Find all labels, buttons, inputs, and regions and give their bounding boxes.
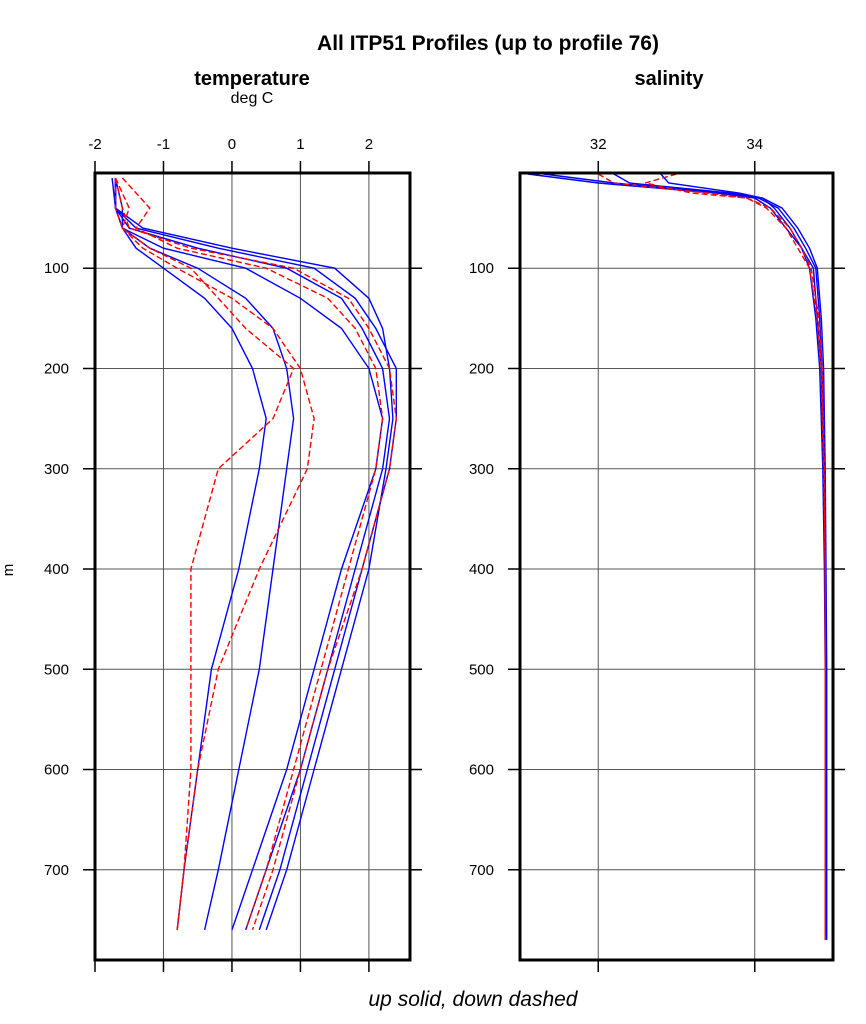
temperature-panel-title: temperature [194, 68, 310, 90]
y-tick-label: 600 [44, 762, 69, 779]
temperature-profile-up [114, 178, 267, 930]
salinity-profile-up [613, 173, 828, 940]
salinity-profile-down [597, 173, 826, 940]
temperature-unit-label: deg C [231, 90, 274, 107]
salinity-profile-down [645, 173, 826, 940]
y-tick-label: 200 [44, 360, 69, 377]
x-tick-label: -2 [88, 136, 101, 153]
y-tick-label: 700 [44, 862, 69, 879]
temperature-plot-frame [93, 171, 412, 962]
x-tick-label: 34 [746, 136, 763, 153]
footnote: up solid, down dashed [369, 988, 579, 1011]
temperature-profile-down [114, 177, 315, 930]
y-tick-label: 500 [44, 661, 69, 678]
y-tick-label: 300 [469, 461, 494, 478]
x-tick-label: 1 [296, 136, 304, 153]
x-tick-label: 0 [228, 136, 236, 153]
temperature-profile-down [114, 177, 398, 931]
y-tick-label: 100 [469, 260, 494, 277]
y-tick-label: 400 [44, 561, 69, 578]
temperature-profile-up [114, 178, 394, 931]
salinity-profile-up [660, 173, 826, 940]
salinity-profile-up [543, 173, 827, 940]
x-tick-label: 2 [365, 136, 373, 153]
x-tick-label: 32 [590, 136, 607, 153]
temperature-profile-up [114, 178, 295, 931]
salinity-panel-title: salinity [635, 68, 705, 90]
y-tick-label: 600 [469, 762, 494, 779]
temperature-profile-up [111, 177, 397, 931]
x-tick-label: -1 [157, 136, 170, 153]
y-tick-label: 100 [44, 260, 69, 277]
y-tick-label: 200 [469, 360, 494, 377]
y-tick-label: 700 [469, 862, 494, 879]
temperature-profile-up [114, 177, 384, 931]
salinity-profile-up [527, 173, 826, 940]
temperature-profile-down [121, 177, 384, 931]
chart-title: All ITP51 Profiles (up to profile 76) [317, 32, 659, 55]
salinity-panel: 32 34 100 200 300 400 500 600 700 [469, 136, 845, 972]
y-axis-label: m [0, 564, 17, 577]
salinity-plot-frame [518, 171, 835, 962]
y-tick-label: 400 [469, 561, 494, 578]
temperature-panel: -2 -1 0 1 2 100 200 300 400 500 600 700 [44, 136, 422, 972]
temperature-profile-up [114, 178, 391, 931]
y-tick-label: 300 [44, 461, 69, 478]
y-tick-label: 500 [469, 661, 494, 678]
temperature-profile-down [114, 178, 295, 930]
